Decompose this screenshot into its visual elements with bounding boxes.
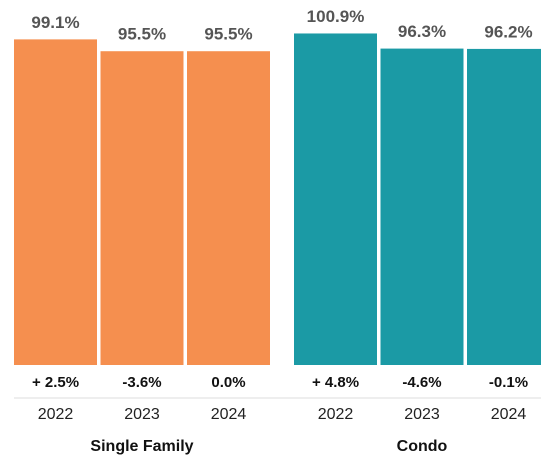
bar (14, 39, 97, 366)
x-tick-label: 2024 (491, 406, 527, 423)
bar (100, 51, 184, 365)
value-label: 100.9% (307, 7, 365, 26)
x-tick-label: 2022 (318, 406, 354, 423)
value-label: 96.3% (398, 22, 446, 41)
change-label: -4.6% (402, 374, 441, 391)
x-tick-label: 2024 (211, 406, 247, 423)
value-label: 96.2% (484, 22, 532, 41)
group-title: Condo (397, 438, 448, 455)
x-tick-label: 2023 (124, 406, 160, 423)
value-label: 95.5% (204, 25, 252, 44)
value-label: 99.1% (31, 13, 79, 32)
change-label: 0.0% (211, 374, 245, 391)
bar (380, 48, 464, 365)
value-label: 95.5% (118, 25, 166, 44)
bar (187, 51, 270, 365)
x-tick-label: 2022 (38, 406, 74, 423)
change-label: -0.1% (489, 374, 528, 391)
group-title: Single Family (90, 438, 193, 455)
x-tick-label: 2023 (404, 406, 440, 423)
bar (467, 48, 541, 366)
change-label: + 4.8% (312, 374, 359, 391)
change-label: -3.6% (122, 374, 161, 391)
change-label: + 2.5% (32, 374, 79, 391)
bar (294, 33, 377, 365)
